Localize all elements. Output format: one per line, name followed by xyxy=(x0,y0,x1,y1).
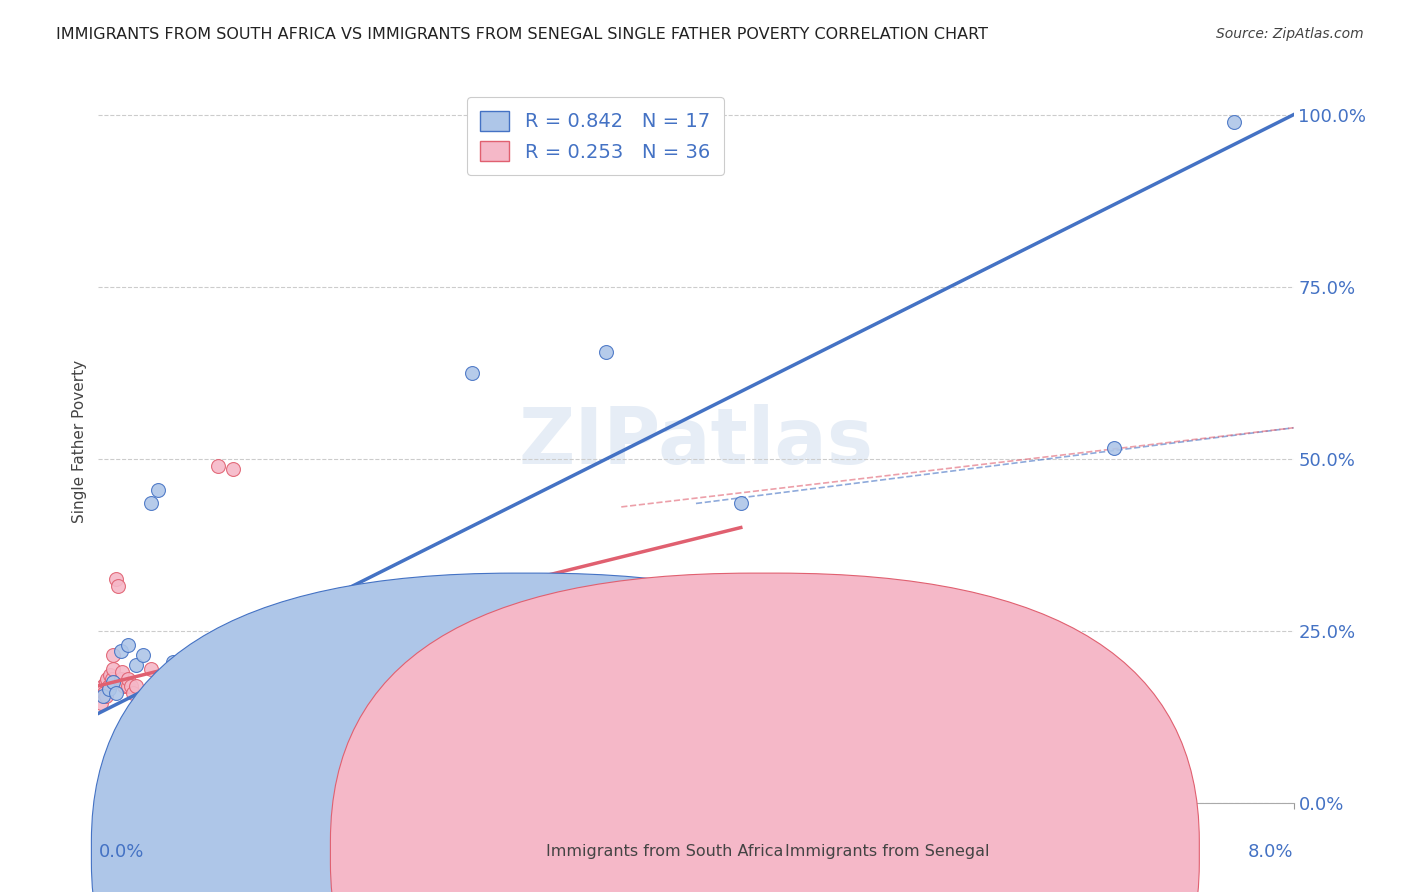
Point xyxy=(91,689,114,703)
Point xyxy=(730,496,752,510)
Point xyxy=(111,665,134,679)
Point xyxy=(834,737,856,751)
Point xyxy=(94,675,117,690)
Y-axis label: Single Father Poverty: Single Father Poverty xyxy=(72,360,87,523)
Point xyxy=(103,662,125,676)
Point xyxy=(536,734,558,748)
Point xyxy=(148,675,170,690)
Point xyxy=(97,682,120,697)
Point xyxy=(105,572,128,586)
Point xyxy=(98,668,122,682)
Point xyxy=(125,658,148,673)
Point xyxy=(120,679,142,693)
Point xyxy=(112,679,135,693)
Point xyxy=(110,644,132,658)
Text: 8.0%: 8.0% xyxy=(1249,843,1294,861)
Point xyxy=(117,672,139,686)
Point xyxy=(222,462,245,476)
Point xyxy=(281,662,304,676)
Point xyxy=(1104,442,1126,456)
Point xyxy=(155,699,177,714)
Point xyxy=(139,662,162,676)
Point xyxy=(91,679,114,693)
Point xyxy=(610,686,633,700)
Text: Source: ZipAtlas.com: Source: ZipAtlas.com xyxy=(1216,27,1364,41)
Legend: R = 0.842   N = 17, R = 0.253   N = 36: R = 0.842 N = 17, R = 0.253 N = 36 xyxy=(467,97,724,175)
Point xyxy=(148,686,170,700)
Point xyxy=(1223,114,1246,128)
Point xyxy=(103,648,125,662)
Point xyxy=(94,689,117,703)
Text: 0.0%: 0.0% xyxy=(98,843,143,861)
Point xyxy=(105,686,128,700)
Point xyxy=(162,655,184,669)
Text: IMMIGRANTS FROM SOUTH AFRICA VS IMMIGRANTS FROM SENEGAL SINGLE FATHER POVERTY CO: IMMIGRANTS FROM SOUTH AFRICA VS IMMIGRAN… xyxy=(56,27,988,42)
Point xyxy=(385,737,409,751)
Point xyxy=(93,686,115,700)
Point xyxy=(132,692,155,706)
Point xyxy=(117,638,139,652)
Point xyxy=(101,672,124,686)
Point xyxy=(139,496,162,510)
Text: Immigrants from South Africa: Immigrants from South Africa xyxy=(546,845,783,859)
Point xyxy=(132,648,155,662)
Point xyxy=(148,679,170,693)
Point xyxy=(103,675,125,690)
Point xyxy=(595,345,617,359)
Point xyxy=(125,679,148,693)
Text: ZIPatlas: ZIPatlas xyxy=(519,403,873,480)
Text: Immigrants from Senegal: Immigrants from Senegal xyxy=(785,845,988,859)
Point xyxy=(110,672,132,686)
Point xyxy=(461,366,484,380)
Point xyxy=(132,689,155,703)
Point xyxy=(107,579,129,593)
Point xyxy=(162,686,184,700)
Point xyxy=(96,672,118,686)
Point xyxy=(132,699,155,714)
Point xyxy=(148,483,170,497)
Point xyxy=(207,458,229,473)
Point xyxy=(97,679,120,693)
Point xyxy=(121,686,143,700)
Point xyxy=(90,696,112,710)
Point xyxy=(117,679,139,693)
